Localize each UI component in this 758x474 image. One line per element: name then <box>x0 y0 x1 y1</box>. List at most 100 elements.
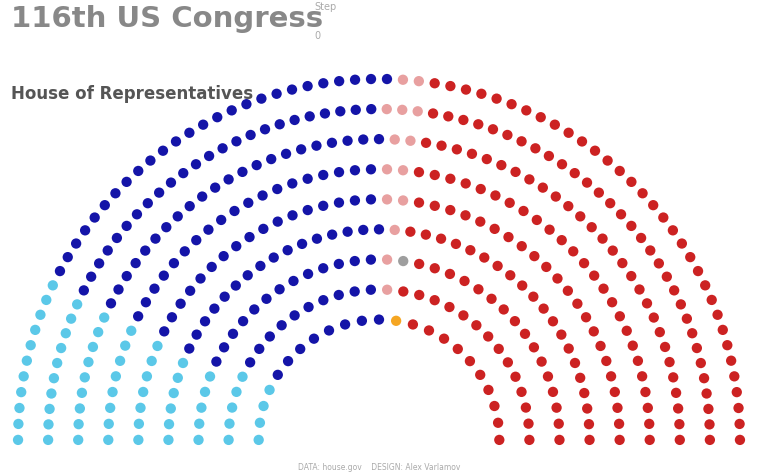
Point <box>578 389 590 397</box>
Point <box>576 137 588 145</box>
Point <box>602 157 614 164</box>
Point <box>217 145 229 152</box>
Point <box>488 402 500 410</box>
Point <box>190 161 202 168</box>
Point <box>274 285 286 293</box>
Point <box>550 193 562 201</box>
Point <box>83 358 95 366</box>
Point <box>528 344 540 351</box>
Point <box>317 264 329 272</box>
Point <box>261 295 273 302</box>
Point <box>569 359 581 367</box>
Point <box>562 345 575 352</box>
Point <box>691 344 703 352</box>
Point <box>657 214 669 221</box>
Point <box>197 121 209 128</box>
Point <box>731 388 743 396</box>
Point <box>286 86 298 93</box>
Point <box>254 419 266 427</box>
Point <box>174 300 186 308</box>
Point <box>318 80 330 87</box>
Point <box>547 318 559 325</box>
Point <box>481 155 493 163</box>
Point <box>168 259 180 267</box>
Point <box>381 165 393 173</box>
Point <box>515 137 528 145</box>
Point <box>211 113 224 121</box>
Point <box>589 147 601 155</box>
Point <box>449 240 462 248</box>
Point <box>365 196 377 203</box>
Point <box>281 246 293 254</box>
Point <box>110 373 122 380</box>
Point <box>202 226 215 234</box>
Point <box>640 388 652 396</box>
Point <box>534 113 547 121</box>
Point <box>520 107 532 114</box>
Point <box>625 222 637 230</box>
Point <box>132 167 144 175</box>
Point <box>732 404 744 412</box>
Text: Step: Step <box>315 2 337 12</box>
Point <box>153 189 165 196</box>
Point <box>717 326 729 334</box>
Point <box>444 270 456 278</box>
Point <box>457 311 469 319</box>
Point <box>487 126 499 133</box>
Point <box>289 311 301 319</box>
Point <box>70 240 82 247</box>
Point <box>404 137 416 145</box>
Point <box>99 201 111 209</box>
Point <box>105 300 117 307</box>
Point <box>271 185 283 193</box>
Point <box>60 329 72 337</box>
Point <box>271 218 283 226</box>
Point <box>79 374 91 381</box>
Point <box>319 109 331 117</box>
Point <box>333 291 345 299</box>
Point <box>17 373 30 380</box>
Point <box>492 419 504 427</box>
Point <box>613 436 625 444</box>
Point <box>276 321 288 329</box>
Point <box>87 343 99 351</box>
Point <box>114 357 126 365</box>
Point <box>423 327 435 334</box>
Point <box>397 197 409 204</box>
Point <box>653 260 665 267</box>
Point <box>397 288 409 295</box>
Point <box>102 246 114 254</box>
Point <box>642 404 654 412</box>
Point <box>356 317 368 325</box>
Point <box>109 190 121 197</box>
Point <box>673 420 685 428</box>
Point <box>568 169 581 177</box>
Point <box>543 226 556 234</box>
Point <box>493 436 506 444</box>
Point <box>287 180 299 187</box>
Point <box>287 211 299 219</box>
Point <box>255 262 267 270</box>
Point <box>165 179 177 186</box>
Point <box>160 223 172 231</box>
Point <box>586 223 598 231</box>
Point <box>255 95 268 102</box>
Point <box>549 121 561 128</box>
Point <box>498 306 510 313</box>
Point <box>381 256 393 264</box>
Point <box>647 201 659 209</box>
Point <box>310 142 322 149</box>
Point <box>183 129 196 137</box>
Point <box>600 357 612 365</box>
Point <box>523 436 535 444</box>
Point <box>501 131 513 139</box>
Point <box>459 211 471 219</box>
Point <box>562 287 574 294</box>
Point <box>12 420 24 428</box>
Point <box>621 327 633 335</box>
Point <box>503 233 515 241</box>
Point <box>587 328 600 335</box>
Point <box>556 237 568 244</box>
Point <box>413 291 425 299</box>
Point <box>302 175 314 182</box>
